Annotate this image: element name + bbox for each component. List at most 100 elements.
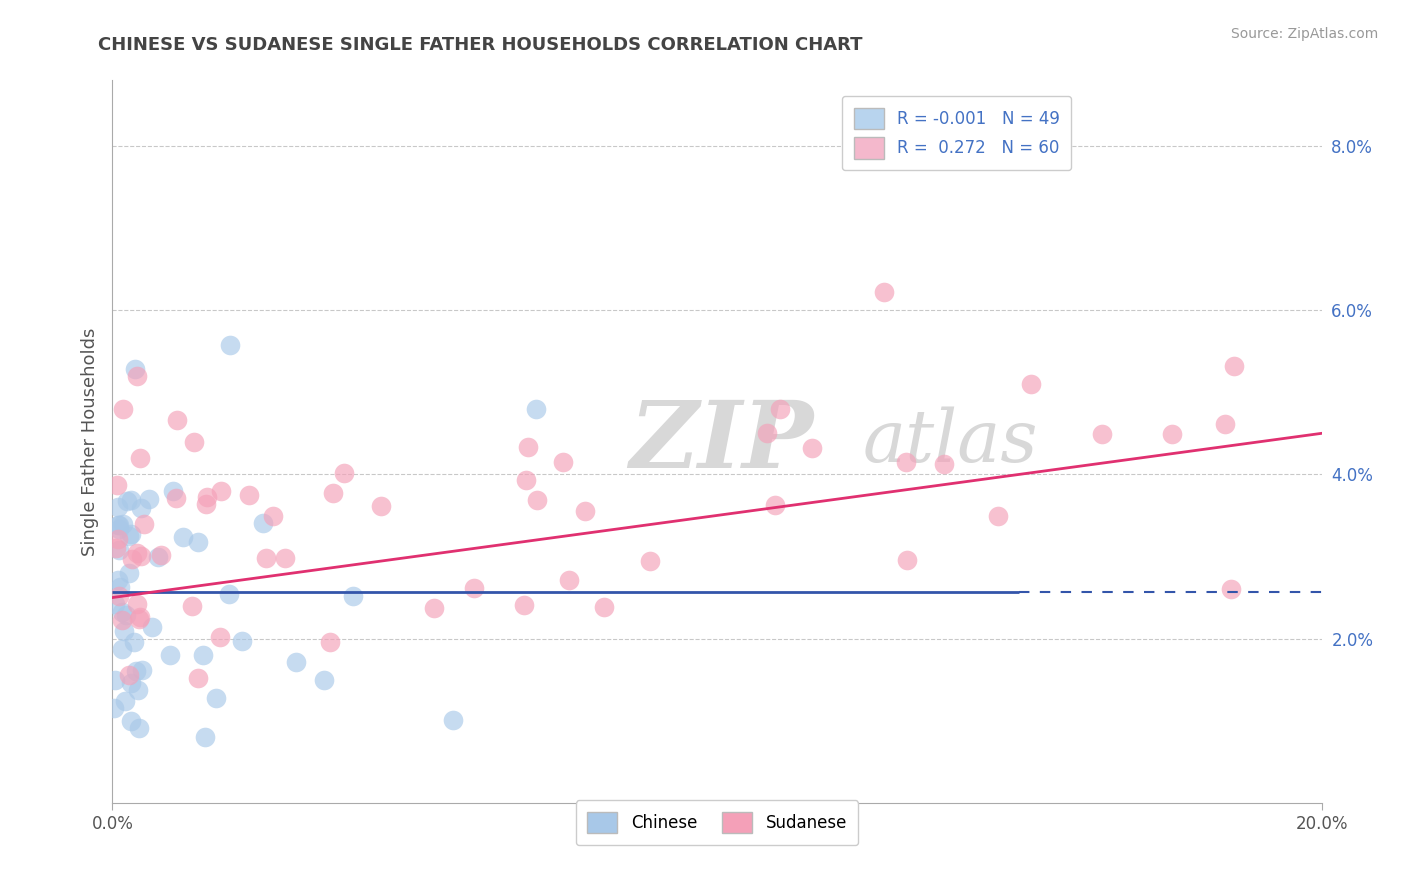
Point [274,550,297,565]
Text: atlas: atlas [862,406,1038,477]
Point [104,541,127,555]
Point [108,517,131,532]
Point [124,362,146,376]
Point [209,483,232,498]
Point [441,713,464,727]
Point [122,634,145,648]
Point [121,552,143,566]
Point [105,477,128,491]
Point [1019,376,1042,391]
Point [191,648,214,662]
Point [111,641,134,656]
Point [194,497,217,511]
Point [120,492,142,507]
Point [231,634,253,648]
Point [463,581,485,595]
Point [128,721,150,735]
Point [138,492,160,507]
Point [108,580,131,594]
Point [553,455,575,469]
Point [512,598,534,612]
Point [187,671,209,685]
Point [262,508,284,523]
Point [1220,582,1243,597]
Point [111,613,134,627]
Point [318,635,340,649]
Point [107,532,129,546]
Point [285,656,308,670]
Point [120,527,142,541]
Point [593,600,616,615]
Point [103,701,125,715]
Point [118,668,141,682]
Point [115,607,138,622]
Point [128,609,150,624]
Point [120,714,142,729]
Point [111,517,134,532]
Point [756,426,779,441]
Point [896,553,918,567]
Point [183,434,205,449]
Point [128,450,150,465]
Point [117,566,139,581]
Point [127,597,149,611]
Point [132,516,155,531]
Point [517,440,540,454]
Point [172,530,194,544]
Text: Source: ZipAtlas.com: Source: ZipAtlas.com [1230,27,1378,41]
Point [1161,426,1184,441]
Point [108,522,131,536]
Point [987,509,1010,524]
Point [107,500,129,515]
Point [515,473,537,487]
Point [370,499,392,513]
Point [205,690,228,705]
Point [252,516,274,531]
Point [180,599,202,613]
Point [1223,359,1246,373]
Point [146,549,169,564]
Point [801,441,824,455]
Point [524,401,547,416]
Point [526,493,548,508]
Point [112,624,135,639]
Point [423,600,446,615]
Point [108,542,131,557]
Legend: Chinese, Sudanese: Chinese, Sudanese [575,800,859,845]
Point [115,493,138,508]
Point [120,675,142,690]
Point [332,466,354,480]
Point [322,485,344,500]
Point [165,491,187,505]
Point [125,368,148,383]
Point [194,730,217,744]
Point [125,665,148,679]
Point [314,673,336,687]
Point [127,546,149,560]
Point [1091,426,1114,441]
Point [638,554,661,568]
Point [763,499,786,513]
Point [149,548,172,562]
Point [187,535,209,549]
Point [141,620,163,634]
Text: ZIP: ZIP [630,397,814,486]
Point [558,573,581,587]
Point [118,528,141,542]
Y-axis label: Single Father Households: Single Father Households [80,327,98,556]
Point [195,490,218,504]
Point [129,500,152,515]
Point [111,401,134,416]
Point [131,663,153,677]
Text: CHINESE VS SUDANESE SINGLE FATHER HOUSEHOLDS CORRELATION CHART: CHINESE VS SUDANESE SINGLE FATHER HOUSEH… [98,36,863,54]
Point [219,338,242,352]
Point [208,630,231,644]
Point [872,285,894,300]
Point [108,589,131,603]
Point [107,573,129,587]
Point [159,648,181,662]
Point [129,549,152,564]
Point [111,605,134,619]
Point [127,683,149,698]
Point [128,612,150,626]
